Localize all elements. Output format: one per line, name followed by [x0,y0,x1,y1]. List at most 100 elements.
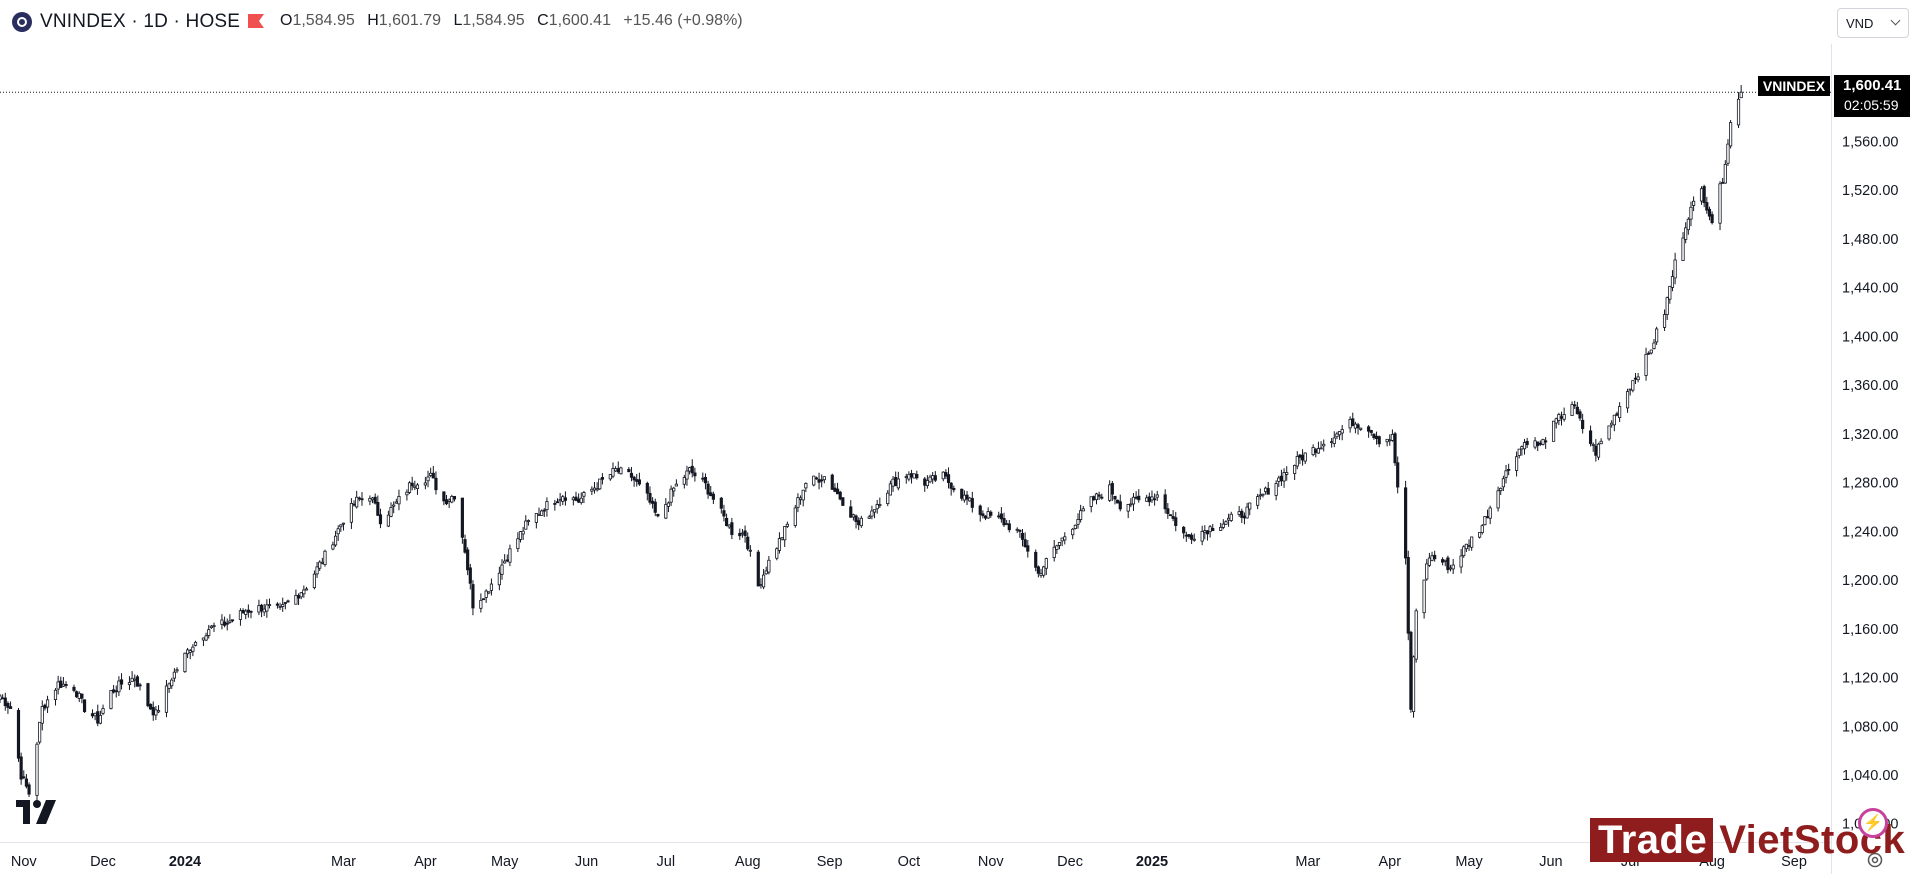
candle-up [479,599,483,609]
candle-up [1504,470,1508,478]
candle-up [484,590,488,598]
ohlc-legend: O1,584.95 H1,601.79 L1,584.95 C1,600.41 … [280,12,743,30]
candle-up [1551,420,1556,442]
time-tick-label: Nov [978,854,1005,870]
candle-up [336,528,340,535]
candle-up [212,625,216,628]
candle-up [545,501,549,510]
candle-down [1182,526,1186,534]
candle-up [341,522,346,525]
candle-up [1071,528,1075,536]
candle-up [1557,414,1561,421]
candle-up [191,646,195,652]
candle-up [98,714,102,724]
candle-down [249,610,253,613]
candle-up [101,708,105,714]
candle-up [1570,404,1574,416]
time-axis[interactable]: Nov Dec 2024 Mar Apr May Jun Jul Aug Sep Oct Nov Dec… [11,854,1807,870]
candle-down [286,600,290,603]
time-tick-label: 2024 [169,854,201,870]
candle-up [516,538,520,550]
candle-up [904,476,908,479]
candle-down [706,483,710,495]
candle-down [452,495,457,500]
candle-up [1052,546,1056,558]
candle-down [1356,424,1360,429]
candle-up [304,588,309,591]
candle-up [540,510,544,516]
candle-up [56,681,60,690]
candle-down [616,468,620,473]
candle-down [146,683,150,707]
candle-down [574,496,578,501]
price-tick-label: 1,560.00 [1842,134,1898,150]
currency-select[interactable]: VND [1837,8,1909,38]
candle-up [1670,276,1675,288]
candle-down [275,603,280,606]
candle-up [133,678,137,681]
candle-up [1277,477,1281,482]
candle-down [637,479,641,485]
candle-down [1707,208,1712,217]
candle-down [1705,202,1709,211]
flag-icon[interactable] [248,14,264,28]
candle-up [1448,567,1453,570]
candle-up [1662,314,1667,328]
price-tick-label: 1,480.00 [1842,232,1898,248]
candle-down [6,703,10,708]
candle-up [1684,227,1688,240]
candle-up [405,491,409,496]
candle-down [563,497,568,501]
candle-down [1034,551,1038,568]
bolt-icon: ⚡ [1858,808,1888,838]
candle-up [40,706,44,724]
candle-up [188,650,192,653]
candle-up [1330,441,1334,444]
candle-down [553,503,557,505]
candle-down [230,619,235,622]
candle-down [1367,426,1371,432]
candle-up [1073,524,1077,529]
candle-up [579,497,583,504]
candle-down [981,513,985,517]
candle-down [693,472,697,477]
price-tick-label: 1,040.00 [1842,768,1898,784]
candle-up [1322,443,1326,447]
candle-down [1134,496,1138,499]
candle-up [1076,519,1080,525]
candle-up [986,511,990,519]
candle-up [592,487,597,491]
candle-up [582,491,586,497]
candle-up [1483,516,1487,526]
symbol-title[interactable]: VNINDEX · 1D · HOSE [40,11,241,32]
tradingview-logo-icon[interactable] [16,800,60,824]
candle-up [1533,440,1537,448]
candle-down [135,676,139,687]
candle-down [43,704,47,709]
candle-up [1655,328,1659,343]
candle-up [1293,465,1297,474]
price-tick-label: 1,080.00 [1842,719,1898,735]
candle-up [127,682,132,686]
candle-down [989,511,993,516]
price-axis[interactable]: 1,000.001,040.001,080.001,120.001,160.00… [1842,134,1898,832]
chart-header: VNINDEX · 1D · HOSE O1,584.95 H1,601.79 … [0,0,1830,44]
candle-down [838,491,842,500]
candle-down [1100,496,1104,499]
candle-up [1039,573,1043,576]
candle-up [389,506,393,517]
candle-down [3,697,7,707]
candle-down [1581,419,1585,430]
candle-down [1314,449,1318,453]
exchange-logo-icon[interactable] [12,12,32,32]
candle-up [1337,431,1342,436]
candle-up [423,482,427,486]
candle-up [611,468,615,477]
candle-up [61,683,66,687]
candle-up [175,669,179,672]
candle-up [1652,342,1656,350]
bar-countdown: 02:05:59 [1844,97,1899,113]
candle-down [849,506,853,518]
settings-icon[interactable] [1866,851,1884,869]
